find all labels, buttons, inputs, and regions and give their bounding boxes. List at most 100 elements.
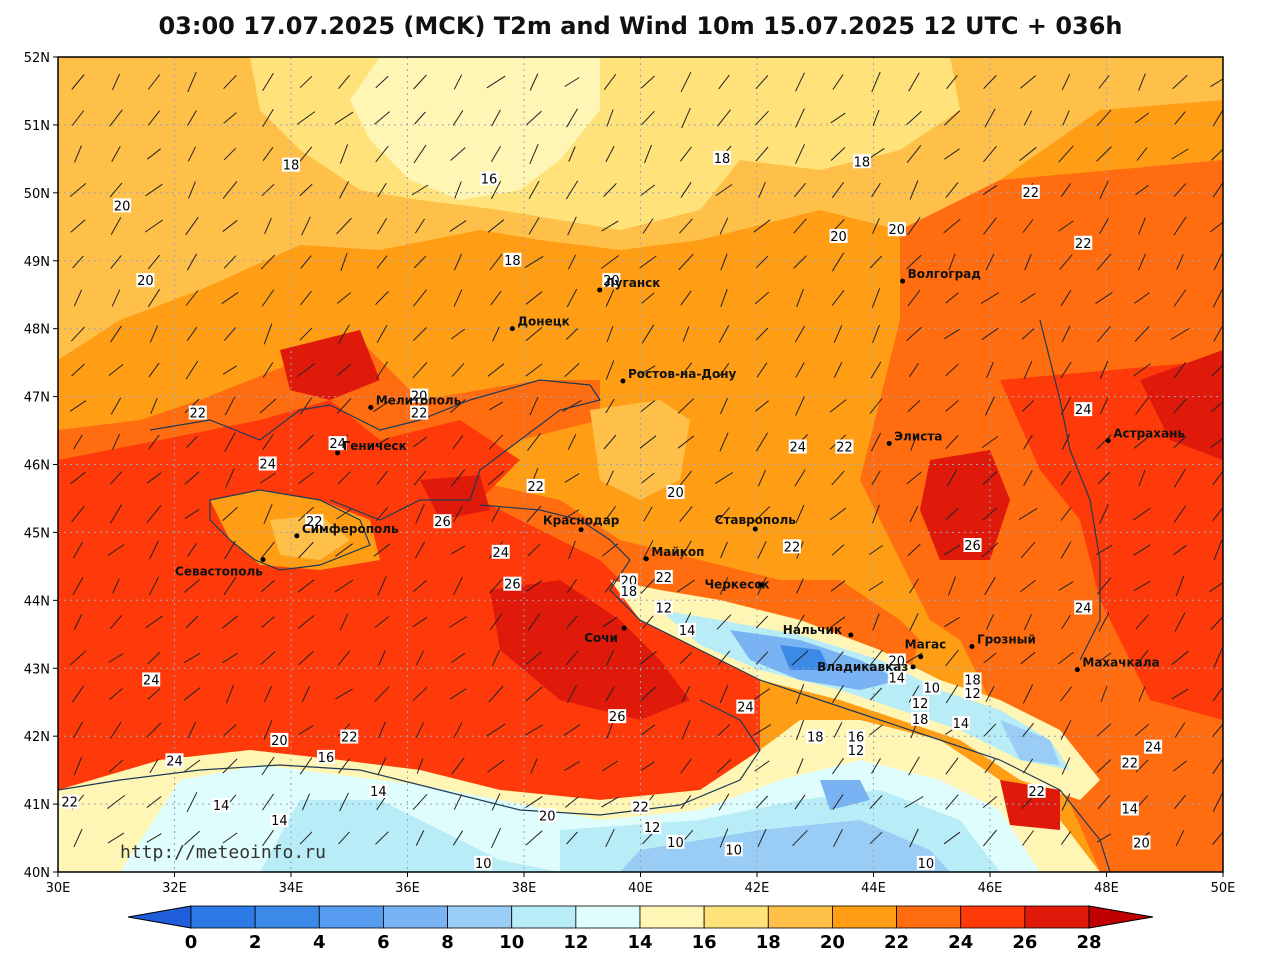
wind-barb — [830, 112, 846, 124]
wind-barb — [185, 290, 199, 306]
contour-label: 12 — [911, 696, 930, 712]
wind-barb — [1210, 78, 1223, 88]
wind-barb — [753, 219, 771, 233]
city: Сочи — [584, 625, 627, 645]
wind-barb — [1174, 111, 1186, 125]
wind-barb — [1060, 470, 1072, 486]
contour-label-text: 22 — [411, 407, 428, 422]
wind-barb — [564, 796, 580, 808]
colorbar-tick-label: 26 — [1012, 932, 1037, 953]
wind-barb — [145, 615, 163, 629]
wind-barb — [641, 292, 655, 304]
city-marker — [620, 378, 626, 384]
wind-barb — [795, 362, 805, 378]
wind-barb — [1133, 544, 1151, 556]
contour-label: 14 — [270, 813, 289, 829]
wind-barb — [1061, 433, 1071, 451]
wind-barb — [1174, 794, 1186, 810]
wind-barb — [680, 182, 692, 198]
contour-label-text: 12 — [964, 687, 981, 702]
contour-label: 16 — [480, 171, 499, 187]
wind-barb — [147, 148, 161, 160]
wind-barb — [606, 721, 614, 739]
contour-label: 24 — [736, 699, 755, 716]
wind-barb — [110, 255, 122, 269]
wind-barb — [262, 108, 274, 128]
wind-barb — [452, 110, 464, 126]
city-marker — [752, 526, 758, 532]
wind-barb — [677, 398, 695, 414]
wind-barb — [147, 288, 161, 308]
contour-label-bg — [736, 699, 755, 714]
colorbar-tick-label: 4 — [313, 932, 326, 953]
wind-barb — [337, 471, 351, 485]
colorbar-swatch — [832, 905, 897, 929]
city-label: Нальчик — [783, 623, 842, 637]
wind-barb — [682, 326, 690, 342]
wind-barb — [489, 578, 503, 594]
wind-barb — [225, 684, 235, 704]
wind-barb — [70, 219, 86, 233]
watermark: http://meteoinfo.ru — [120, 842, 326, 863]
wind-barb — [184, 508, 200, 520]
wind-barb — [1210, 437, 1223, 449]
wind-barb — [222, 832, 238, 844]
wind-barb — [605, 828, 615, 848]
wind-barb — [681, 685, 691, 703]
wind-barb — [681, 720, 691, 740]
colorbar-under-arrow — [127, 905, 192, 929]
contour-label: 24 — [1144, 739, 1163, 756]
wind-barb — [1058, 651, 1074, 665]
wind-barb — [1060, 361, 1072, 379]
contour-label: 22 — [631, 799, 650, 815]
city-marker — [918, 654, 924, 660]
colorbar-swatch — [575, 905, 641, 929]
contour-label-text: 14 — [271, 814, 288, 829]
wind-barb — [299, 75, 313, 89]
contour-label-bg — [916, 855, 935, 870]
lat-tick-label: 48N — [24, 323, 50, 338]
wind-barb — [186, 326, 198, 342]
city-marker — [260, 557, 266, 563]
contour-label: 14 — [369, 783, 388, 800]
wind-barb — [717, 109, 731, 127]
wind-barb — [223, 724, 237, 736]
wind-barb — [146, 722, 162, 738]
wind-barb — [1173, 760, 1187, 772]
city: Мелитополь — [368, 393, 462, 410]
wind-barb — [1019, 146, 1037, 162]
wind-barb — [72, 255, 84, 269]
contour-label-text: 14 — [213, 799, 230, 814]
city-label: Грозный — [977, 633, 1036, 647]
contour-label-text: 20 — [411, 390, 428, 405]
latitude-ticks: 52N 51N 50N 49N 48N 47N 46N 45N 44N 43N 42N 41N 40N — [24, 51, 58, 881]
contour-label: 22 — [1120, 755, 1139, 771]
wind-barb — [1138, 217, 1146, 235]
wind-barb — [795, 614, 805, 630]
city: Севастополь — [175, 557, 266, 579]
wind-barb — [260, 472, 276, 484]
contour-label-text: 18 — [964, 673, 981, 688]
contour-label-text: 20 — [137, 274, 154, 289]
wind-barb — [1213, 326, 1223, 342]
wind-barb — [982, 184, 998, 196]
contour-label-text: 18 — [621, 585, 638, 600]
wind-barb — [1096, 146, 1112, 162]
wind-barb — [377, 757, 387, 775]
wind-barb — [677, 579, 695, 593]
wind-barb — [148, 434, 160, 450]
wind-barb — [225, 468, 235, 488]
wind-barb — [792, 829, 808, 847]
wind-barb — [451, 328, 465, 340]
contour-label: 16 — [316, 749, 335, 766]
contour-label-text: 22 — [1028, 785, 1045, 800]
wind-barb — [261, 289, 275, 307]
city-marker — [848, 632, 854, 638]
contour-label: 18 — [911, 711, 930, 728]
wind-barb — [752, 724, 772, 736]
city-label: Ставрополь — [715, 513, 797, 527]
contour-label-bg — [666, 485, 685, 500]
wind-barb — [943, 544, 961, 556]
contour-label: 22 — [654, 569, 673, 586]
wind-barb — [188, 181, 196, 199]
